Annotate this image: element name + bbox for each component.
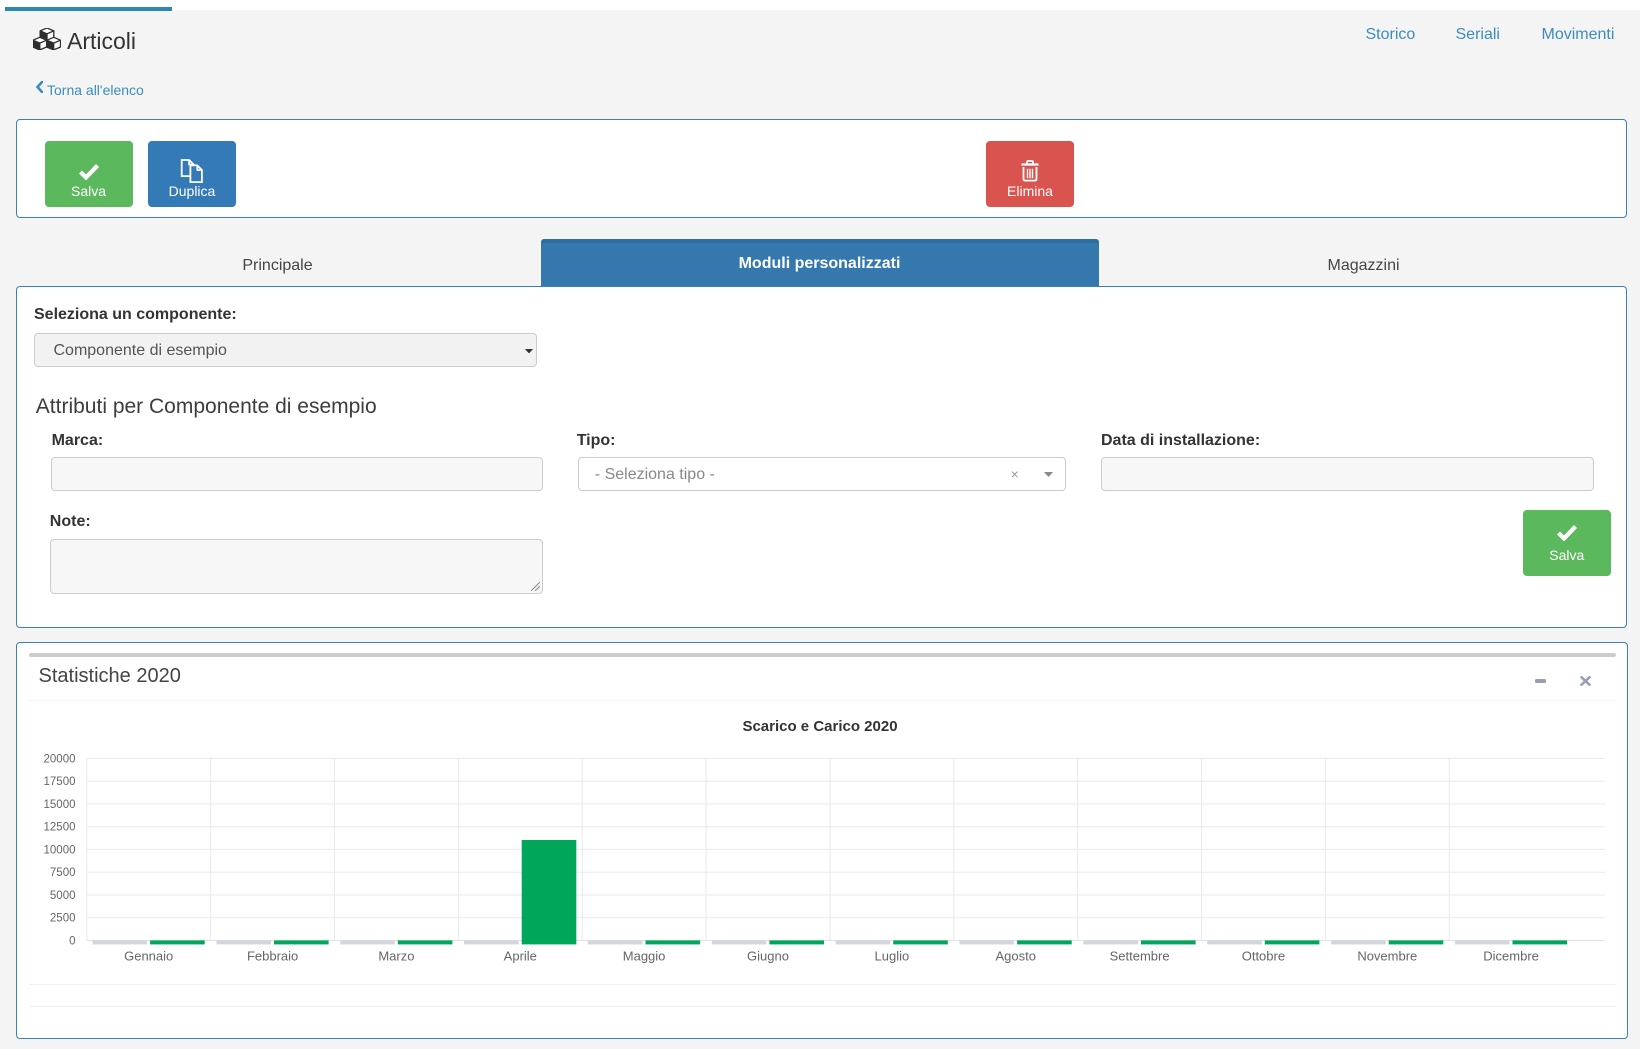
- svg-text:17500: 17500: [44, 776, 76, 788]
- svg-text:Luglio: Luglio: [875, 949, 910, 964]
- svg-text:15000: 15000: [44, 799, 76, 811]
- svg-text:Aprile: Aprile: [504, 949, 537, 964]
- svg-text:Ottobre: Ottobre: [1242, 949, 1285, 964]
- svg-text:Giugno: Giugno: [747, 949, 789, 964]
- svg-text:5000: 5000: [50, 890, 76, 902]
- svg-text:Gennaio: Gennaio: [124, 949, 173, 964]
- svg-text:7500: 7500: [50, 867, 76, 879]
- svg-text:10000: 10000: [44, 844, 76, 856]
- svg-text:Settembre: Settembre: [1110, 949, 1170, 964]
- svg-text:0: 0: [69, 936, 75, 948]
- svg-text:Dicembre: Dicembre: [1483, 949, 1539, 964]
- svg-text:Marzo: Marzo: [378, 949, 414, 964]
- svg-text:Febbraio: Febbraio: [247, 949, 298, 964]
- svg-text:Maggio: Maggio: [623, 949, 666, 964]
- svg-text:12500: 12500: [44, 822, 76, 834]
- svg-text:20000: 20000: [44, 753, 76, 765]
- svg-text:Agosto: Agosto: [995, 949, 1035, 964]
- svg-text:Novembre: Novembre: [1357, 949, 1417, 964]
- svg-text:2500: 2500: [50, 913, 76, 925]
